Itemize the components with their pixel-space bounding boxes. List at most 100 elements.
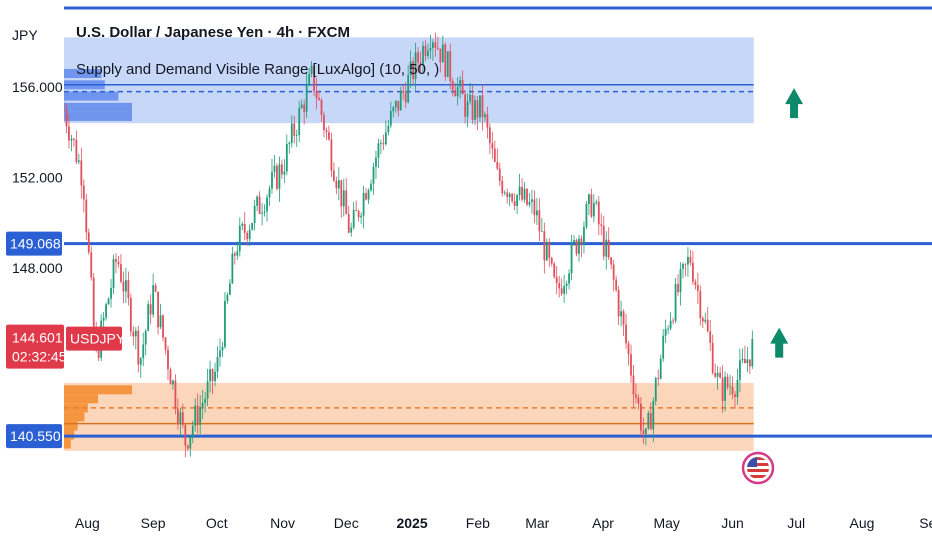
candle-body <box>340 180 343 207</box>
price-tick-label: 156.000 <box>12 79 63 95</box>
candle-body <box>565 283 568 287</box>
candle-body <box>701 318 704 322</box>
candle-body <box>127 280 130 298</box>
price-tick-label: 148.000 <box>12 260 63 276</box>
candle-body <box>77 160 80 162</box>
candle-body <box>271 171 273 189</box>
candle-body <box>637 397 640 404</box>
time-tick-label: Aug <box>850 515 875 531</box>
candle-body <box>147 304 150 331</box>
candle-body <box>513 201 516 206</box>
candle-body <box>511 193 514 202</box>
candle-body <box>318 98 320 100</box>
price-axis[interactable] <box>0 0 64 550</box>
demand-profile-bar <box>64 394 98 404</box>
candle-body <box>256 196 259 206</box>
time-axis[interactable] <box>0 505 932 550</box>
candle-body <box>261 212 263 214</box>
candle-body <box>689 256 692 263</box>
candle-body <box>550 258 553 264</box>
candle-body <box>231 253 234 284</box>
candle-body <box>157 291 159 328</box>
candlestick-series <box>63 32 754 458</box>
candle-body <box>238 225 241 252</box>
candle-body <box>295 135 298 136</box>
candle-body <box>578 238 580 254</box>
chart-title: U.S. Dollar / Japanese Yen · 4h · FXCM <box>76 24 350 41</box>
candle-body <box>590 194 593 217</box>
candle-body <box>115 259 117 262</box>
candle-body <box>726 376 729 387</box>
candle-body <box>164 337 167 350</box>
candle-body <box>129 297 132 332</box>
candle-body <box>503 192 506 194</box>
candle-body <box>204 398 207 403</box>
candle-body <box>399 90 402 111</box>
price-tick-label: 152.000 <box>12 169 63 185</box>
candle-body <box>491 143 494 149</box>
candle-body <box>672 320 674 322</box>
current-price-tag: 144.601 02:32:45 USDJPY <box>6 324 126 369</box>
candle-body <box>75 139 78 162</box>
indicator-label[interactable]: Supply and Demand Visible Range [LuxAlgo… <box>76 61 439 78</box>
candle-body <box>508 193 511 198</box>
candle-body <box>362 193 365 216</box>
candle-body <box>300 104 303 108</box>
candle-body <box>323 115 325 131</box>
candle-body <box>357 210 360 218</box>
candle-body <box>560 288 563 294</box>
candle-body <box>721 377 724 401</box>
candle-body <box>216 356 219 372</box>
candle-body <box>298 107 301 136</box>
candle-body <box>392 107 395 112</box>
candle-body <box>65 109 68 127</box>
top-margin <box>0 0 932 8</box>
candle-body <box>635 394 637 398</box>
demand-profile-bar <box>64 421 78 431</box>
candle-body <box>751 339 754 367</box>
candle-body <box>424 45 427 57</box>
candle-body <box>375 157 377 167</box>
candle-body <box>731 386 734 395</box>
candle-body <box>355 210 358 211</box>
time-tick-label: Jul <box>787 515 805 531</box>
candle-body <box>417 52 419 63</box>
candle-body <box>652 401 655 430</box>
candle-body <box>436 48 439 49</box>
candle-body <box>595 201 598 203</box>
candle-body <box>330 139 333 171</box>
candle-body <box>528 201 531 205</box>
candle-body <box>521 186 523 200</box>
candle-body <box>224 301 226 347</box>
candle-body <box>196 405 199 425</box>
candle-body <box>699 290 702 319</box>
candle-body <box>407 75 410 103</box>
candle-body <box>516 194 519 206</box>
candle-body <box>107 298 110 305</box>
candle-body <box>124 280 127 292</box>
candle-body <box>320 99 323 116</box>
candle-body <box>278 164 281 189</box>
candle-body <box>575 240 578 254</box>
candle-body <box>746 359 749 364</box>
candle-body <box>117 261 120 265</box>
candle-body <box>221 346 224 351</box>
candle-body <box>748 359 751 367</box>
candle-body <box>496 161 499 169</box>
candle-body <box>711 342 714 373</box>
candle-body <box>466 101 469 117</box>
candle-body <box>607 239 610 258</box>
candle-body <box>679 268 682 293</box>
candle-body <box>439 48 442 63</box>
candle-body <box>377 143 380 158</box>
us-flag-event-icon[interactable] <box>741 451 775 485</box>
up-arrow-icon <box>785 88 804 119</box>
candle-body <box>555 277 558 284</box>
candle-body <box>488 127 491 144</box>
candle-body <box>159 315 162 328</box>
candle-body <box>476 100 479 118</box>
candle-body <box>152 285 155 315</box>
candle-body <box>332 170 335 181</box>
time-tick-label: Jun <box>721 515 744 531</box>
